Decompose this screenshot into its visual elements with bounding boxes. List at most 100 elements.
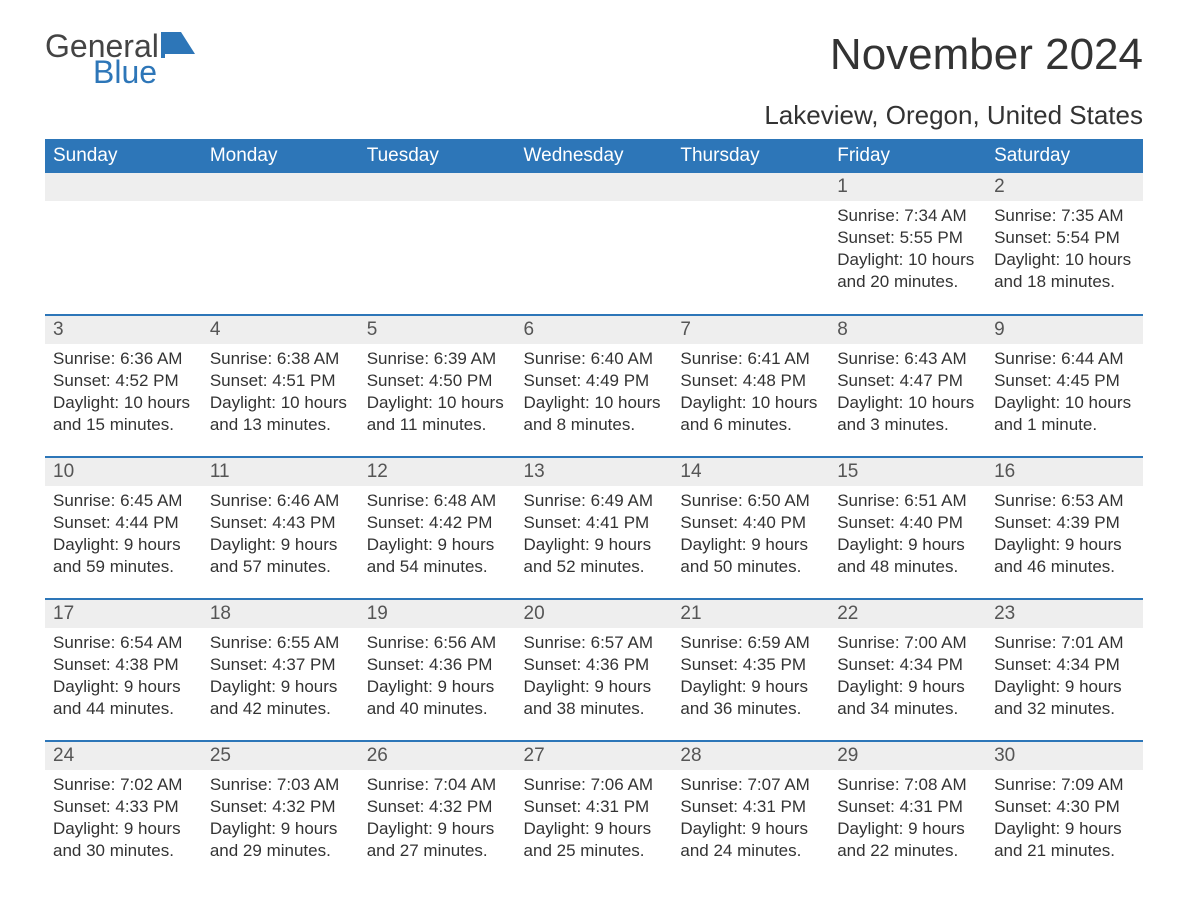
calendar-day-cell: 2Sunrise: 7:35 AMSunset: 5:54 PMDaylight… (986, 173, 1143, 315)
calendar-week-row: 3Sunrise: 6:36 AMSunset: 4:52 PMDaylight… (45, 315, 1143, 457)
day-details: Sunrise: 6:53 AMSunset: 4:39 PMDaylight:… (986, 486, 1143, 582)
sunrise-line: Sunrise: 7:04 AM (367, 774, 508, 796)
sunrise-line: Sunrise: 6:46 AM (210, 490, 351, 512)
weekday-header-row: SundayMondayTuesdayWednesdayThursdayFrid… (45, 139, 1143, 173)
calendar-day-cell: 9Sunrise: 6:44 AMSunset: 4:45 PMDaylight… (986, 315, 1143, 457)
sunset-line: Sunset: 4:51 PM (210, 370, 351, 392)
day-number-empty (45, 173, 202, 201)
daylight-line: Daylight: 10 hours and 13 minutes. (210, 392, 351, 436)
sunset-line: Sunset: 4:38 PM (53, 654, 194, 676)
calendar-week-row: 10 Sunrise: 6:45 AMSunset: 4:44 PM Dayligh… (45, 457, 1143, 599)
daylight-line: Daylight: 9 hours and 36 minutes. (680, 676, 821, 720)
calendar-day-cell: 5Sunrise: 6:39 AMSunset: 4:50 PMDaylight… (359, 315, 516, 457)
daylight-line: Daylight: 9 hours and 30 minutes. (53, 818, 194, 862)
sunset-line: Sunset: 4:40 PM (680, 512, 821, 534)
day-details: Sunrise: 6:49 AMSunset: 4:41 PMDaylight:… (516, 486, 673, 582)
month-title: November 2024 (830, 30, 1143, 80)
day-number: 13 (516, 458, 673, 486)
sunset-line: Sunset: 4:47 PM (837, 370, 978, 392)
calendar-week-row: 24Sunrise: 7:02 AMSunset: 4:33 PMDayligh… (45, 741, 1143, 883)
calendar-day-cell: 26Sunrise: 7:04 AMSunset: 4:32 PMDayligh… (359, 741, 516, 883)
logo-flag-icon (161, 32, 195, 58)
weekday-header: Wednesday (516, 139, 673, 173)
day-number: 19 (359, 600, 516, 628)
day-details: Sunrise: 6:44 AMSunset: 4:45 PMDaylight:… (986, 344, 1143, 440)
daylight-line: Daylight: 9 hours and 27 minutes. (367, 818, 508, 862)
sunset-line: Sunset: 4:44 PM (53, 512, 194, 534)
day-number: 26 (359, 742, 516, 770)
day-details: Sunrise: 6:54 AMSunset: 4:38 PMDaylight:… (45, 628, 202, 724)
sunrise-line: Sunrise: 7:09 AM (994, 774, 1135, 796)
day-details: Sunrise: 6:40 AMSunset: 4:49 PMDaylight:… (516, 344, 673, 440)
sunset-line: Sunset: 5:55 PM (837, 227, 978, 249)
sunset-line: Sunset: 4:32 PM (367, 796, 508, 818)
daylight-line: Daylight: 10 hours and 6 minutes. (680, 392, 821, 436)
calendar-day-cell: 7Sunrise: 6:41 AMSunset: 4:48 PMDaylight… (672, 315, 829, 457)
sunset-line: Sunset: 4:52 PM (53, 370, 194, 392)
calendar-day-cell: 28Sunrise: 7:07 AMSunset: 4:31 PMDayligh… (672, 741, 829, 883)
sunrise-line: Sunrise: 6:45 AM (53, 490, 194, 512)
calendar-day-cell: 6Sunrise: 6:40 AMSunset: 4:49 PMDaylight… (516, 315, 673, 457)
day-number: 10 (45, 458, 202, 486)
day-number: 20 (516, 600, 673, 628)
day-number: 24 (45, 742, 202, 770)
sunrise-line: Sunrise: 7:07 AM (680, 774, 821, 796)
calendar-day-cell: 3Sunrise: 6:36 AMSunset: 4:52 PMDaylight… (45, 315, 202, 457)
day-number: 3 (45, 316, 202, 344)
sunrise-line: Sunrise: 6:49 AM (524, 490, 665, 512)
daylight-line: Daylight: 9 hours and 34 minutes. (837, 676, 978, 720)
sunset-line: Sunset: 4:34 PM (837, 654, 978, 676)
calendar-day-cell (672, 173, 829, 315)
daylight-line: Daylight: 9 hours and 38 minutes. (524, 676, 665, 720)
calendar-day-cell: 30Sunrise: 7:09 AMSunset: 4:30 PMDayligh… (986, 741, 1143, 883)
daylight-line: Daylight: 9 hours and 50 minutes. (680, 534, 821, 578)
day-number: 21 (672, 600, 829, 628)
sunset-line: Sunset: 4:30 PM (994, 796, 1135, 818)
weekday-header: Tuesday (359, 139, 516, 173)
day-number: 23 (986, 600, 1143, 628)
daylight-line: Daylight: 10 hours and 20 minutes. (837, 249, 978, 293)
sunrise-line: Sunrise: 7:34 AM (837, 205, 978, 227)
sunrise-line: Sunrise: 6:48 AM (367, 490, 508, 512)
calendar-day-cell: 27Sunrise: 7:06 AMSunset: 4:31 PMDayligh… (516, 741, 673, 883)
calendar-day-cell: 19Sunrise: 6:56 AMSunset: 4:36 PMDayligh… (359, 599, 516, 741)
calendar-day-cell: 24Sunrise: 7:02 AMSunset: 4:33 PMDayligh… (45, 741, 202, 883)
day-details: Sunrise: 7:03 AMSunset: 4:32 PMDaylight:… (202, 770, 359, 866)
day-number-empty (516, 173, 673, 201)
calendar-day-cell: 12 Sunrise: 6:48 AMSunset: 4:42 PMDayligh… (359, 457, 516, 599)
calendar-week-row: 1Sunrise: 7:34 AMSunset: 5:55 PMDaylight… (45, 173, 1143, 315)
sunset-line: Sunset: 4:32 PM (210, 796, 351, 818)
day-details: Sunrise: 6:59 AMSunset: 4:35 PMDaylight:… (672, 628, 829, 724)
daylight-line: Daylight: 9 hours and 32 minutes. (994, 676, 1135, 720)
daylight-line: Daylight: 10 hours and 11 minutes. (367, 392, 508, 436)
logo: General Blue (45, 30, 195, 88)
calendar-day-cell: 4Sunrise: 6:38 AMSunset: 4:51 PMDaylight… (202, 315, 359, 457)
calendar-day-cell: 15Sunrise: 6:51 AMSunset: 4:40 PMDayligh… (829, 457, 986, 599)
daylight-line: Daylight: 10 hours and 8 minutes. (524, 392, 665, 436)
day-details: Sunrise: 6:43 AMSunset: 4:47 PMDaylight:… (829, 344, 986, 440)
daylight-line: Daylight: 9 hours and 46 minutes. (994, 534, 1135, 578)
day-details: Sunrise: 7:01 AMSunset: 4:34 PMDaylight:… (986, 628, 1143, 724)
calendar-day-cell (359, 173, 516, 315)
sunset-line: Sunset: 4:36 PM (524, 654, 665, 676)
calendar-day-cell (516, 173, 673, 315)
day-details: Sunrise: 7:04 AMSunset: 4:32 PMDaylight:… (359, 770, 516, 866)
sunset-line: Sunset: 4:42 PM (367, 512, 508, 534)
day-number: 6 (516, 316, 673, 344)
day-details: Sunrise: 6:41 AMSunset: 4:48 PMDaylight:… (672, 344, 829, 440)
sunrise-line: Sunrise: 7:02 AM (53, 774, 194, 796)
calendar-table: SundayMondayTuesdayWednesdayThursdayFrid… (45, 139, 1143, 883)
day-number-empty (202, 173, 359, 201)
calendar-day-cell: 25Sunrise: 7:03 AMSunset: 4:32 PMDayligh… (202, 741, 359, 883)
weekday-header: Thursday (672, 139, 829, 173)
day-number: 16 (986, 458, 1143, 486)
daylight-line: Daylight: 9 hours and 54 minutes. (367, 534, 508, 578)
sunrise-line: Sunrise: 7:08 AM (837, 774, 978, 796)
sunrise-line: Sunrise: 7:03 AM (210, 774, 351, 796)
day-number: 18 (202, 600, 359, 628)
sunrise-line: Sunrise: 7:01 AM (994, 632, 1135, 654)
day-number: 12 (359, 458, 516, 486)
day-details: Sunrise: 6:56 AMSunset: 4:36 PMDaylight:… (359, 628, 516, 724)
day-details: Sunrise: 6:38 AMSunset: 4:51 PMDaylight:… (202, 344, 359, 440)
calendar-day-cell: 13Sunrise: 6:49 AMSunset: 4:41 PMDayligh… (516, 457, 673, 599)
